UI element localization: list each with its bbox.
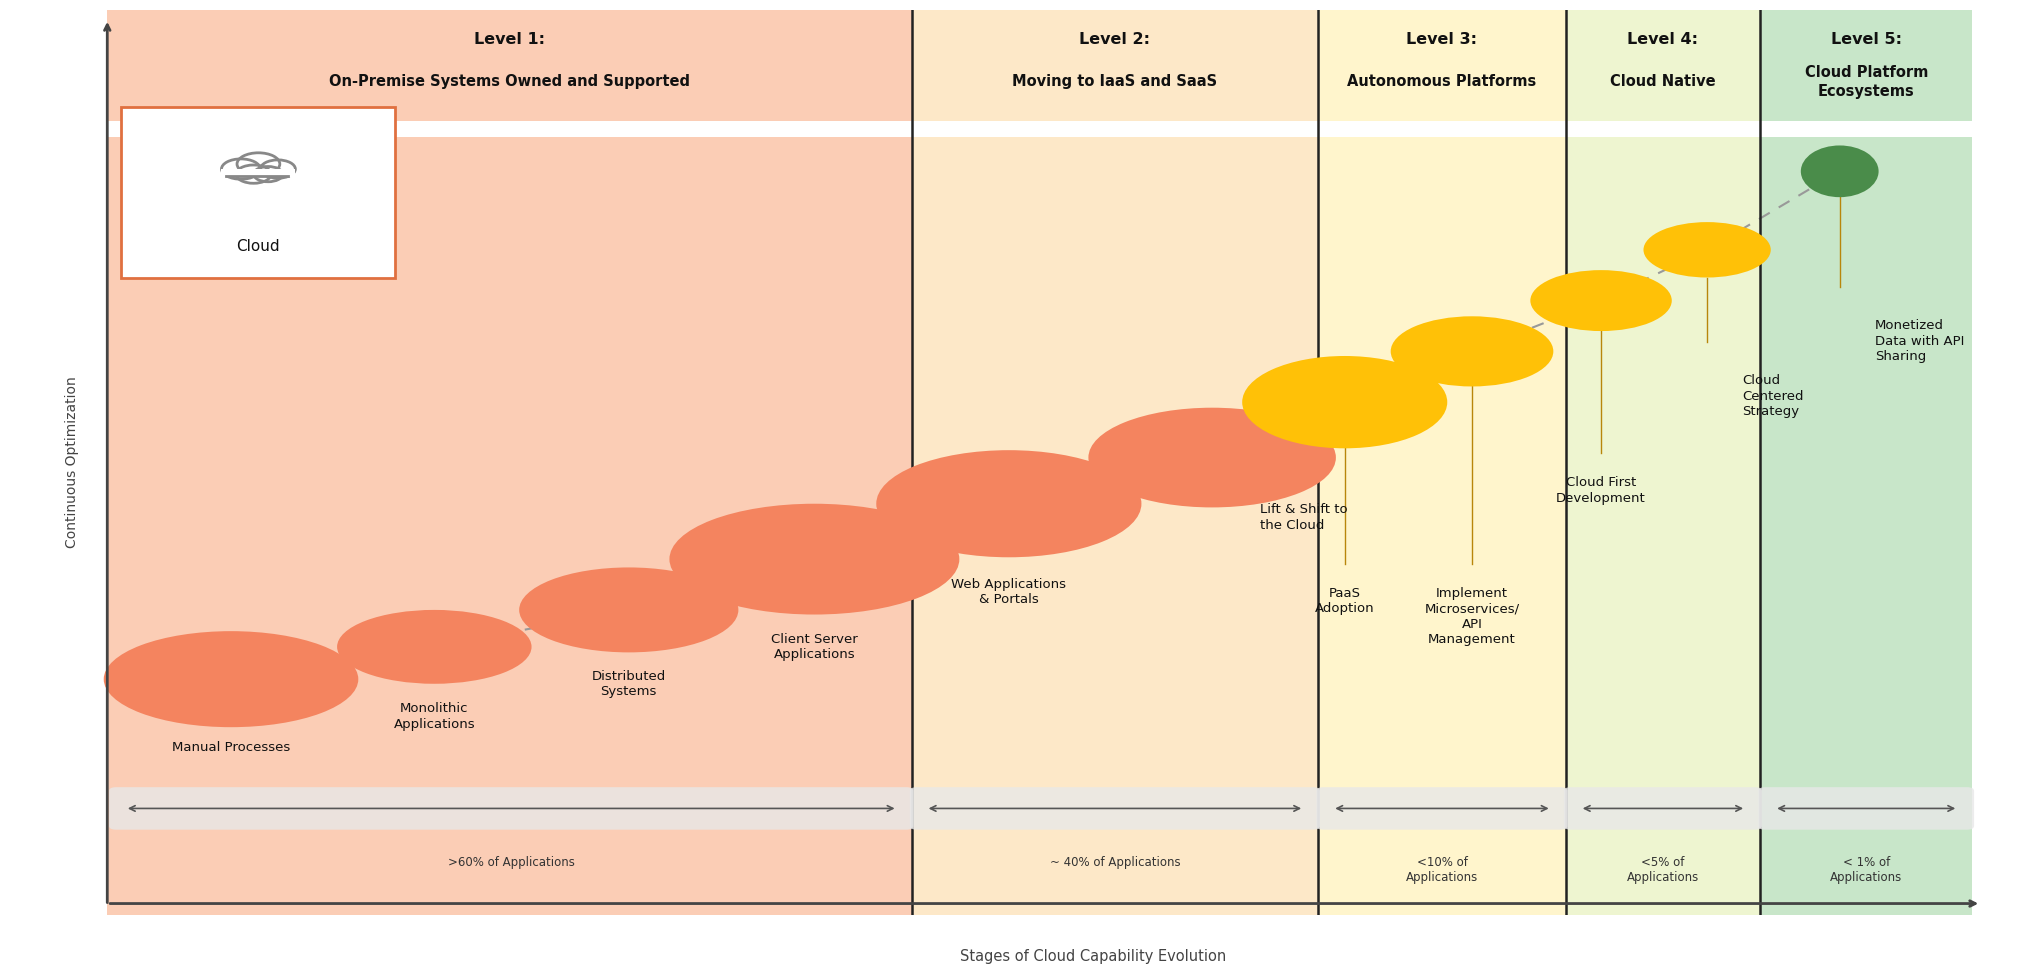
Bar xyxy=(107,10,913,121)
Bar xyxy=(107,121,913,137)
Text: Cloud Native: Cloud Native xyxy=(1609,74,1716,90)
Text: Implement
Microservices/
API
Management: Implement Microservices/ API Management xyxy=(1425,587,1520,646)
Text: Autonomous Platforms: Autonomous Platforms xyxy=(1347,74,1536,90)
Bar xyxy=(1318,10,1565,121)
Text: Cloud First
Development: Cloud First Development xyxy=(1557,476,1645,505)
Text: Level 1:: Level 1: xyxy=(474,32,545,47)
Circle shape xyxy=(222,159,260,179)
Text: Monolithic
Applications: Monolithic Applications xyxy=(394,703,474,731)
Circle shape xyxy=(260,160,295,178)
FancyBboxPatch shape xyxy=(109,787,913,830)
Bar xyxy=(1761,10,1973,915)
Bar xyxy=(1565,10,1761,121)
Ellipse shape xyxy=(1801,145,1878,198)
Text: On-Premise Systems Owned and Supported: On-Premise Systems Owned and Supported xyxy=(329,74,690,90)
Ellipse shape xyxy=(103,631,357,727)
Bar xyxy=(1318,10,1565,915)
Ellipse shape xyxy=(876,450,1141,558)
Ellipse shape xyxy=(1643,222,1771,277)
Text: Lift & Shift to
the Cloud: Lift & Shift to the Cloud xyxy=(1260,503,1347,532)
Text: PaaS
Adoption: PaaS Adoption xyxy=(1314,587,1375,615)
Bar xyxy=(913,10,1318,915)
Bar xyxy=(222,169,295,177)
Text: Cloud: Cloud xyxy=(236,239,281,254)
Circle shape xyxy=(254,166,283,182)
Text: Continuous Optimization: Continuous Optimization xyxy=(65,377,79,548)
Ellipse shape xyxy=(670,504,959,615)
FancyBboxPatch shape xyxy=(1759,787,1975,830)
Text: Client Server
Applications: Client Server Applications xyxy=(771,633,858,662)
Text: Manual Processes: Manual Processes xyxy=(172,741,291,754)
Ellipse shape xyxy=(1242,356,1448,449)
Text: Level 2:: Level 2: xyxy=(1080,32,1151,47)
Bar xyxy=(1565,121,1761,137)
Text: >60% of Applications: >60% of Applications xyxy=(448,856,575,870)
Text: Cloud Platform
Ecosystems: Cloud Platform Ecosystems xyxy=(1805,65,1928,98)
Text: Level 5:: Level 5: xyxy=(1831,32,1902,47)
Ellipse shape xyxy=(1088,408,1337,508)
Text: < 1% of
Applications: < 1% of Applications xyxy=(1829,856,1902,884)
Bar xyxy=(1761,10,1973,121)
FancyBboxPatch shape xyxy=(911,787,1320,830)
Text: Web Applications
& Portals: Web Applications & Portals xyxy=(951,578,1066,606)
Bar xyxy=(1565,10,1761,915)
Text: <5% of
Applications: <5% of Applications xyxy=(1627,856,1700,884)
Text: Monetized
Data with API
Sharing: Monetized Data with API Sharing xyxy=(1876,319,1964,363)
Bar xyxy=(1318,121,1565,137)
Bar xyxy=(1761,121,1973,137)
Circle shape xyxy=(236,153,281,175)
Text: Level 4:: Level 4: xyxy=(1627,32,1698,47)
Circle shape xyxy=(236,165,271,183)
Ellipse shape xyxy=(337,610,531,684)
Bar xyxy=(913,10,1318,121)
Bar xyxy=(107,10,913,915)
FancyBboxPatch shape xyxy=(1316,787,1567,830)
Bar xyxy=(913,121,1318,137)
Ellipse shape xyxy=(1530,270,1672,331)
Text: Distributed
Systems: Distributed Systems xyxy=(592,670,666,699)
Text: Stages of Cloud Capability Evolution: Stages of Cloud Capability Evolution xyxy=(959,949,1226,963)
Ellipse shape xyxy=(1391,316,1553,386)
Text: ~ 40% of Applications: ~ 40% of Applications xyxy=(1050,856,1181,870)
FancyBboxPatch shape xyxy=(1565,787,1763,830)
FancyBboxPatch shape xyxy=(121,107,396,277)
Ellipse shape xyxy=(519,567,739,652)
Text: Cloud
Centered
Strategy: Cloud Centered Strategy xyxy=(1742,375,1805,418)
Text: Moving to IaaS and SaaS: Moving to IaaS and SaaS xyxy=(1012,74,1217,90)
Text: Level 3:: Level 3: xyxy=(1407,32,1478,47)
Text: <10% of
Applications: <10% of Applications xyxy=(1405,856,1478,884)
